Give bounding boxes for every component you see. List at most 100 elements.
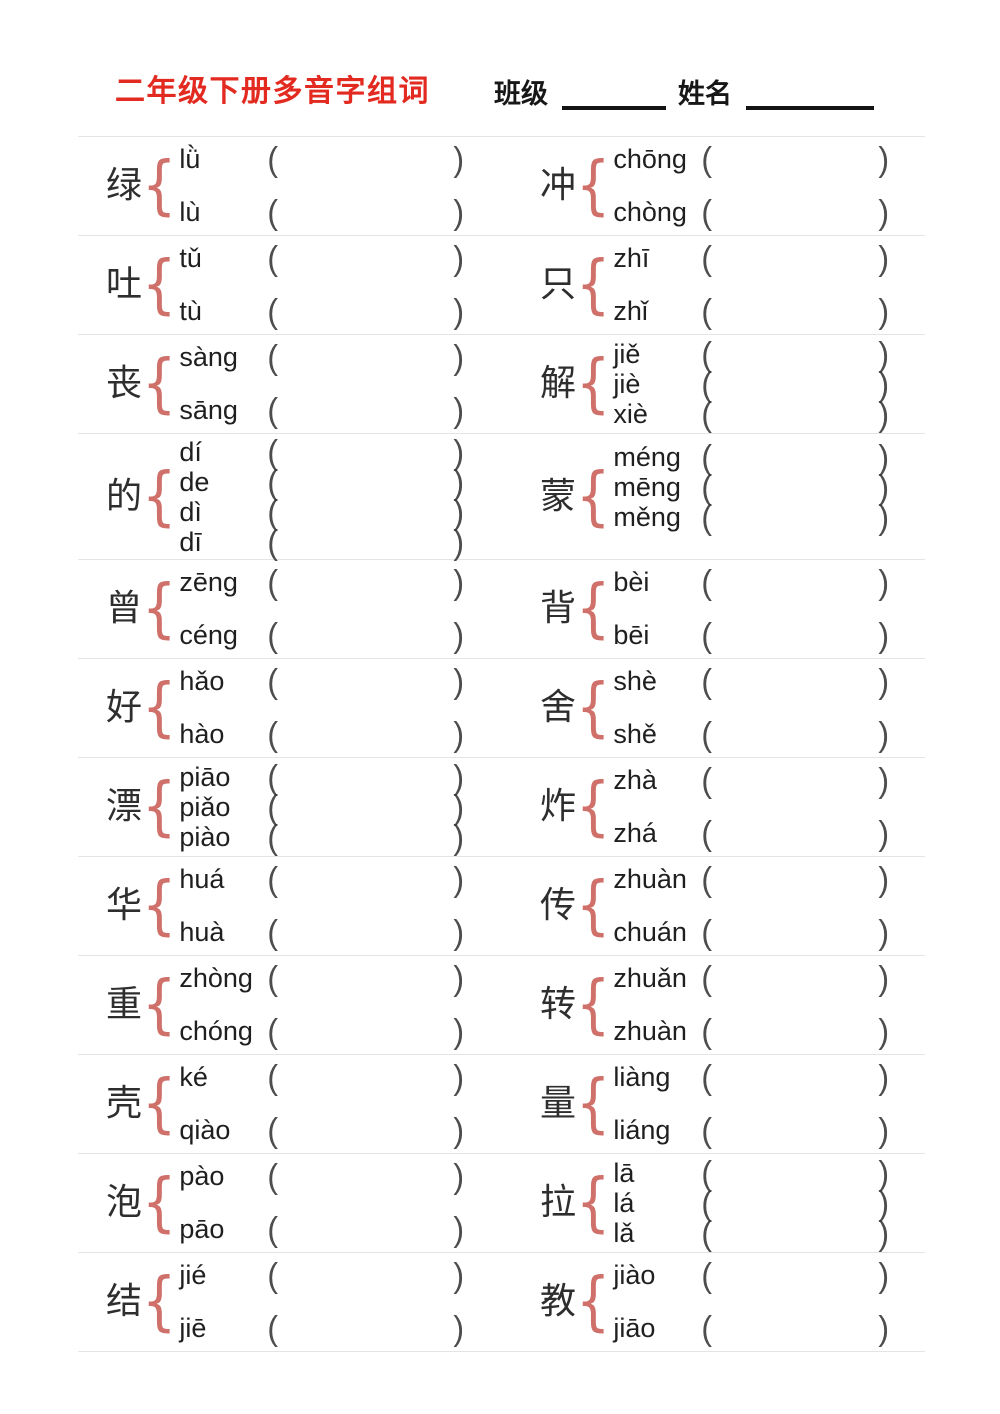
- brace-icon: {: [576, 148, 611, 223]
- answer-blank[interactable]: [278, 298, 453, 324]
- pinyin-label: jiě: [613, 339, 641, 369]
- answer-blank[interactable]: [712, 1220, 878, 1246]
- answer-blank[interactable]: [278, 199, 453, 225]
- answer-blank[interactable]: [712, 965, 878, 991]
- answer-blank[interactable]: [278, 344, 453, 370]
- answer-blank[interactable]: [278, 721, 453, 747]
- answer-blank[interactable]: [712, 371, 878, 397]
- readings-list: zhòng () chóng (): [179, 956, 500, 1054]
- reading-line: chòng (): [613, 195, 925, 230]
- answer-blank[interactable]: [712, 767, 878, 793]
- worksheet-row: 的{dí() de() dì() dī() 蒙{méng() mēng() měng(): [78, 433, 925, 559]
- answer-blank[interactable]: [278, 824, 453, 850]
- answer-blank[interactable]: [278, 668, 453, 694]
- answer-blank[interactable]: [712, 866, 878, 892]
- answer-blank[interactable]: [712, 1117, 878, 1143]
- answer-blank[interactable]: [712, 820, 878, 846]
- answer-blank[interactable]: [712, 199, 878, 225]
- answer-blank[interactable]: [278, 146, 453, 172]
- open-paren: (: [701, 615, 713, 655]
- open-paren: (: [267, 492, 279, 531]
- answer-blank[interactable]: [712, 1315, 878, 1341]
- answer-blank[interactable]: [712, 1018, 878, 1044]
- answer-blank[interactable]: [712, 504, 878, 530]
- reading-line: zhà (): [613, 763, 925, 798]
- readings-list: zhuàn () chuán (): [613, 857, 925, 955]
- answer-blank[interactable]: [278, 1064, 453, 1090]
- answer-blank[interactable]: [278, 764, 453, 790]
- readings-list: huá () huà (): [179, 857, 500, 955]
- open-paren: (: [267, 958, 279, 998]
- hanzi-character: 的: [106, 475, 143, 517]
- name-blank-line[interactable]: [746, 76, 874, 110]
- pinyin-label: huà: [179, 917, 225, 947]
- answer-blank[interactable]: [712, 401, 878, 427]
- pinyin-label: zēng: [179, 567, 238, 597]
- answer-blank[interactable]: [278, 1163, 453, 1189]
- answer-blank[interactable]: [278, 1262, 453, 1288]
- brace-icon: {: [142, 247, 177, 322]
- readings-list: tǔ () tù (): [179, 236, 500, 334]
- close-paren: ): [453, 522, 464, 561]
- close-paren: ): [878, 1308, 889, 1348]
- answer-blank[interactable]: [712, 622, 878, 648]
- brace-icon: {: [142, 967, 177, 1042]
- readings-list: zhuǎn () zhuàn (): [613, 956, 925, 1054]
- pinyin-label: pāo: [179, 1214, 225, 1244]
- entry-cell: 炸{zhà () zhá (): [500, 758, 925, 856]
- answer-blank[interactable]: [712, 474, 878, 500]
- answer-blank[interactable]: [712, 721, 878, 747]
- hanzi-character: 结: [106, 1281, 143, 1322]
- brace-icon: {: [576, 458, 611, 534]
- brace-icon: {: [576, 769, 611, 844]
- answer-blank[interactable]: [712, 1262, 878, 1288]
- class-label: 班级: [494, 78, 548, 109]
- class-blank-line[interactable]: [562, 76, 666, 110]
- answer-blank[interactable]: [278, 794, 453, 820]
- answer-blank[interactable]: [278, 1117, 453, 1143]
- brace-icon: {: [576, 346, 611, 421]
- answer-blank[interactable]: [278, 529, 453, 555]
- answer-blank[interactable]: [712, 146, 878, 172]
- hanzi-character: 丧: [106, 363, 143, 404]
- answer-blank[interactable]: [278, 499, 453, 525]
- answer-blank[interactable]: [278, 1216, 453, 1242]
- open-paren: (: [267, 337, 279, 377]
- answer-blank[interactable]: [712, 919, 878, 945]
- pinyin-label: lá: [613, 1188, 635, 1218]
- close-paren: ): [878, 1011, 889, 1051]
- hanzi-character: 只: [540, 264, 577, 305]
- pinyin-label: shè: [613, 666, 657, 696]
- answer-blank[interactable]: [712, 341, 878, 367]
- answer-blank[interactable]: [712, 1160, 878, 1186]
- answer-blank[interactable]: [278, 866, 453, 892]
- hanzi-character: 吐: [106, 264, 143, 305]
- answer-blank[interactable]: [278, 439, 453, 465]
- hanzi-character: 教: [540, 1281, 577, 1322]
- close-paren: ): [878, 1183, 889, 1223]
- answer-blank[interactable]: [712, 1064, 878, 1090]
- answer-blank[interactable]: [278, 569, 453, 595]
- open-paren: (: [701, 912, 713, 952]
- reading-line: sāng (): [179, 393, 500, 428]
- answer-blank[interactable]: [712, 444, 878, 470]
- answer-blank[interactable]: [278, 245, 453, 271]
- answer-blank[interactable]: [278, 1315, 453, 1341]
- answer-blank[interactable]: [712, 1190, 878, 1216]
- answer-blank[interactable]: [278, 397, 453, 423]
- answer-blank[interactable]: [712, 668, 878, 694]
- brace-icon: {: [576, 1165, 611, 1240]
- answer-blank[interactable]: [278, 1018, 453, 1044]
- open-paren: (: [701, 1183, 713, 1223]
- reading-line: dì (): [179, 492, 500, 531]
- answer-blank[interactable]: [712, 245, 878, 271]
- answer-blank[interactable]: [278, 469, 453, 495]
- brace-icon: {: [142, 1165, 177, 1240]
- pinyin-label: dí: [179, 436, 202, 467]
- answer-blank[interactable]: [278, 622, 453, 648]
- answer-blank[interactable]: [712, 298, 878, 324]
- answer-blank[interactable]: [278, 965, 453, 991]
- answer-blank[interactable]: [712, 569, 878, 595]
- close-paren: ): [453, 817, 464, 857]
- answer-blank[interactable]: [278, 919, 453, 945]
